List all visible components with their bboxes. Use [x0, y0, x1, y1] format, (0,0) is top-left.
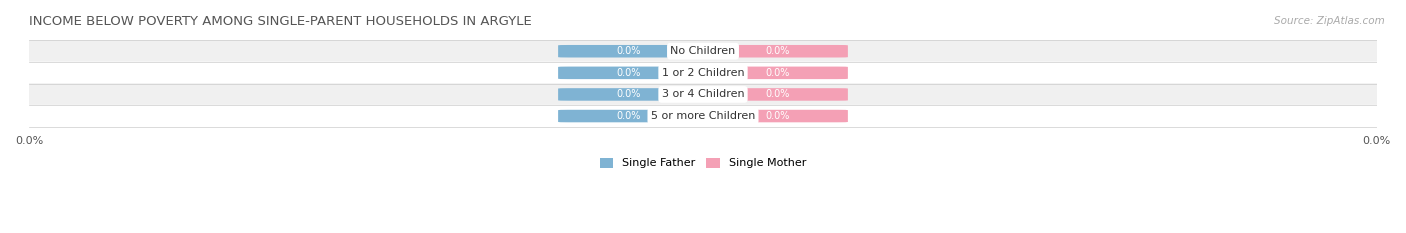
Text: INCOME BELOW POVERTY AMONG SINGLE-PARENT HOUSEHOLDS IN ARGYLE: INCOME BELOW POVERTY AMONG SINGLE-PARENT…: [30, 15, 531, 28]
Text: 0.0%: 0.0%: [765, 68, 789, 78]
FancyBboxPatch shape: [706, 88, 848, 101]
FancyBboxPatch shape: [558, 67, 700, 79]
Text: 0.0%: 0.0%: [765, 89, 789, 99]
Text: 1 or 2 Children: 1 or 2 Children: [662, 68, 744, 78]
FancyBboxPatch shape: [706, 67, 848, 79]
FancyBboxPatch shape: [558, 110, 700, 122]
Text: 0.0%: 0.0%: [765, 111, 789, 121]
FancyBboxPatch shape: [0, 62, 1406, 84]
Text: 3 or 4 Children: 3 or 4 Children: [662, 89, 744, 99]
Text: 0.0%: 0.0%: [617, 46, 641, 56]
FancyBboxPatch shape: [706, 45, 848, 58]
Text: 0.0%: 0.0%: [617, 111, 641, 121]
FancyBboxPatch shape: [558, 88, 700, 101]
Text: 0.0%: 0.0%: [617, 68, 641, 78]
Legend: Single Father, Single Mother: Single Father, Single Mother: [600, 158, 806, 168]
FancyBboxPatch shape: [0, 83, 1406, 106]
FancyBboxPatch shape: [0, 40, 1406, 62]
Text: No Children: No Children: [671, 46, 735, 56]
Text: 0.0%: 0.0%: [765, 46, 789, 56]
Text: Source: ZipAtlas.com: Source: ZipAtlas.com: [1274, 16, 1385, 26]
FancyBboxPatch shape: [0, 105, 1406, 127]
FancyBboxPatch shape: [706, 110, 848, 122]
Text: 5 or more Children: 5 or more Children: [651, 111, 755, 121]
FancyBboxPatch shape: [558, 45, 700, 58]
Text: 0.0%: 0.0%: [617, 89, 641, 99]
